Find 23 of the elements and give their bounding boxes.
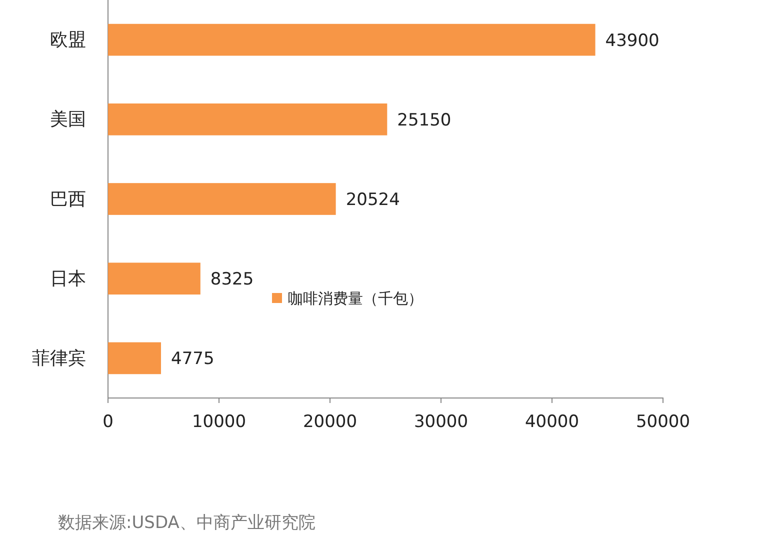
data-label: 4775: [171, 349, 214, 370]
y-tick-label: 巴西: [50, 188, 86, 210]
data-label: 25150: [397, 110, 452, 130]
data-label: 43900: [605, 30, 660, 51]
data-label: 8325: [210, 270, 254, 290]
x-tick-label: 20000: [302, 412, 358, 432]
y-tick-label: 美国: [50, 109, 86, 130]
bar: [108, 342, 162, 374]
bar: [108, 262, 200, 295]
source-note: 数据来源:USDA、中商产业研究院: [58, 513, 316, 533]
y-tick-label: 欧盟: [50, 30, 86, 51]
y-tick-label: 日本: [50, 268, 86, 290]
bar: [108, 103, 388, 136]
x-tick-label: 50000: [636, 412, 690, 432]
legend-label: 咖啡消费量（千包）: [288, 289, 423, 308]
y-tick-label: 菲律宾: [32, 348, 86, 369]
bar: [108, 183, 336, 215]
x-tick-label: 40000: [524, 412, 580, 432]
bar: [108, 24, 596, 56]
x-tick-label: 30000: [414, 412, 468, 432]
x-tick-label: 10000: [192, 412, 246, 432]
x-tick-label: 0: [102, 412, 114, 432]
data-label: 20524: [346, 190, 400, 210]
